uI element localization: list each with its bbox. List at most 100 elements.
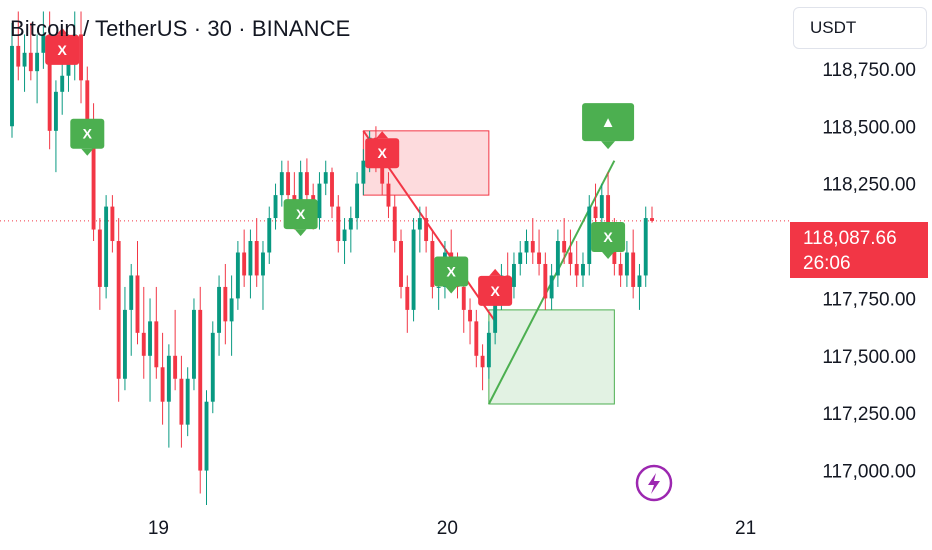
candle-body (486, 332, 491, 368)
candle-body (461, 286, 466, 310)
price-axis-label: 117,750.00 (822, 289, 916, 310)
candle-body (568, 252, 573, 264)
candle-body (41, 34, 46, 53)
candle-body (411, 229, 416, 310)
candle-body (210, 332, 215, 402)
currency-button[interactable]: USDT (793, 7, 927, 49)
long-signal-marker[interactable]: ▲ (582, 103, 635, 150)
candle-body (28, 52, 33, 72)
time-axis-label: 21 (735, 518, 756, 539)
candle-body (235, 252, 240, 299)
buy-signal-marker[interactable]: X (434, 256, 469, 294)
candle-body (304, 172, 309, 196)
sell-signal-marker[interactable]: X (478, 268, 513, 306)
signal-label: X (603, 229, 613, 245)
signal-label: ▲ (601, 114, 616, 131)
signal-label: X (58, 42, 68, 58)
candle-body (242, 252, 247, 276)
candle-body (154, 321, 159, 368)
candle-body (97, 229, 102, 287)
candle-body (355, 183, 360, 219)
candle-body (493, 298, 498, 333)
candle-body (593, 206, 598, 219)
time-axis-label: 19 (148, 518, 169, 539)
candle-body (179, 378, 184, 425)
candle-body (631, 252, 636, 287)
candle-body (148, 321, 152, 356)
signal-label: X (378, 145, 388, 161)
candle-body (298, 172, 303, 207)
candle-body (330, 172, 334, 207)
candle-body (480, 355, 485, 368)
candle-body (581, 263, 585, 276)
candle-body (223, 286, 228, 322)
candle-body (342, 229, 347, 242)
candle-body (430, 241, 435, 287)
candle-body (91, 126, 96, 230)
candle-body (599, 195, 604, 219)
long-target-zone (488, 309, 615, 405)
candle-body (66, 57, 71, 76)
signal-label: X (490, 283, 500, 299)
candle-body (643, 218, 648, 276)
candle-body (518, 252, 523, 264)
sell-signal-marker[interactable]: X (365, 131, 400, 169)
candle-body (279, 172, 284, 196)
candle-body (192, 309, 196, 379)
buy-signal-marker[interactable]: X (70, 118, 105, 156)
candle-body (122, 309, 127, 379)
candle-body (254, 241, 259, 276)
candle-body (361, 160, 366, 184)
price-axis-label: 118,750.00 (822, 60, 916, 81)
candle-body (229, 298, 234, 322)
candle-body (624, 252, 629, 276)
signal-label: X (296, 206, 306, 222)
candle-body (323, 172, 328, 184)
candle-body (141, 332, 146, 356)
candle-body (129, 275, 134, 310)
bar-countdown: 26:06 (803, 253, 851, 274)
candle-body (336, 206, 341, 242)
price-axis-label: 118,500.00 (822, 117, 916, 138)
candle-body (79, 34, 83, 81)
last-price-tag: 118,087.66 26:06 (790, 222, 928, 278)
candle-body (386, 183, 391, 207)
candle-body (166, 355, 171, 402)
buy-signal-marker[interactable]: X (283, 199, 318, 237)
price-axis-label: 117,250.00 (822, 404, 916, 425)
candle-body (562, 241, 567, 253)
candle-body (549, 275, 554, 299)
candle-body (60, 75, 65, 92)
candle-body (436, 286, 441, 288)
time-axis-label: 20 (437, 518, 458, 539)
candle-body (104, 206, 109, 287)
candle-body (248, 241, 253, 276)
candle-body (204, 401, 209, 471)
chart-title: Bitcoin / TetherUS · 30 · BINANCE (10, 16, 351, 41)
candle-body (650, 218, 654, 221)
candle-body (348, 218, 353, 230)
candle-body (392, 206, 397, 242)
buy-signal-marker[interactable]: X (591, 222, 626, 260)
candle-body (555, 241, 560, 276)
candle-body (173, 355, 178, 379)
signal-label: X (447, 263, 457, 279)
candle-body (22, 52, 27, 67)
candle-body (405, 286, 410, 310)
candle-body (574, 263, 579, 276)
candle-body (317, 183, 322, 219)
price-axis-label: 117,000.00 (822, 462, 916, 483)
candle-body (524, 241, 529, 253)
candle-body (267, 218, 272, 253)
replay-button[interactable] (635, 464, 673, 502)
candle-body (512, 263, 516, 287)
sell-signal-marker[interactable]: X (45, 27, 80, 65)
candle-body (16, 45, 21, 67)
price-axis-label: 118,250.00 (822, 175, 916, 196)
candle-body (110, 206, 115, 242)
candle-body (637, 275, 642, 287)
candle-body (474, 321, 479, 356)
candle-body (47, 34, 52, 131)
candle-body (587, 206, 592, 264)
